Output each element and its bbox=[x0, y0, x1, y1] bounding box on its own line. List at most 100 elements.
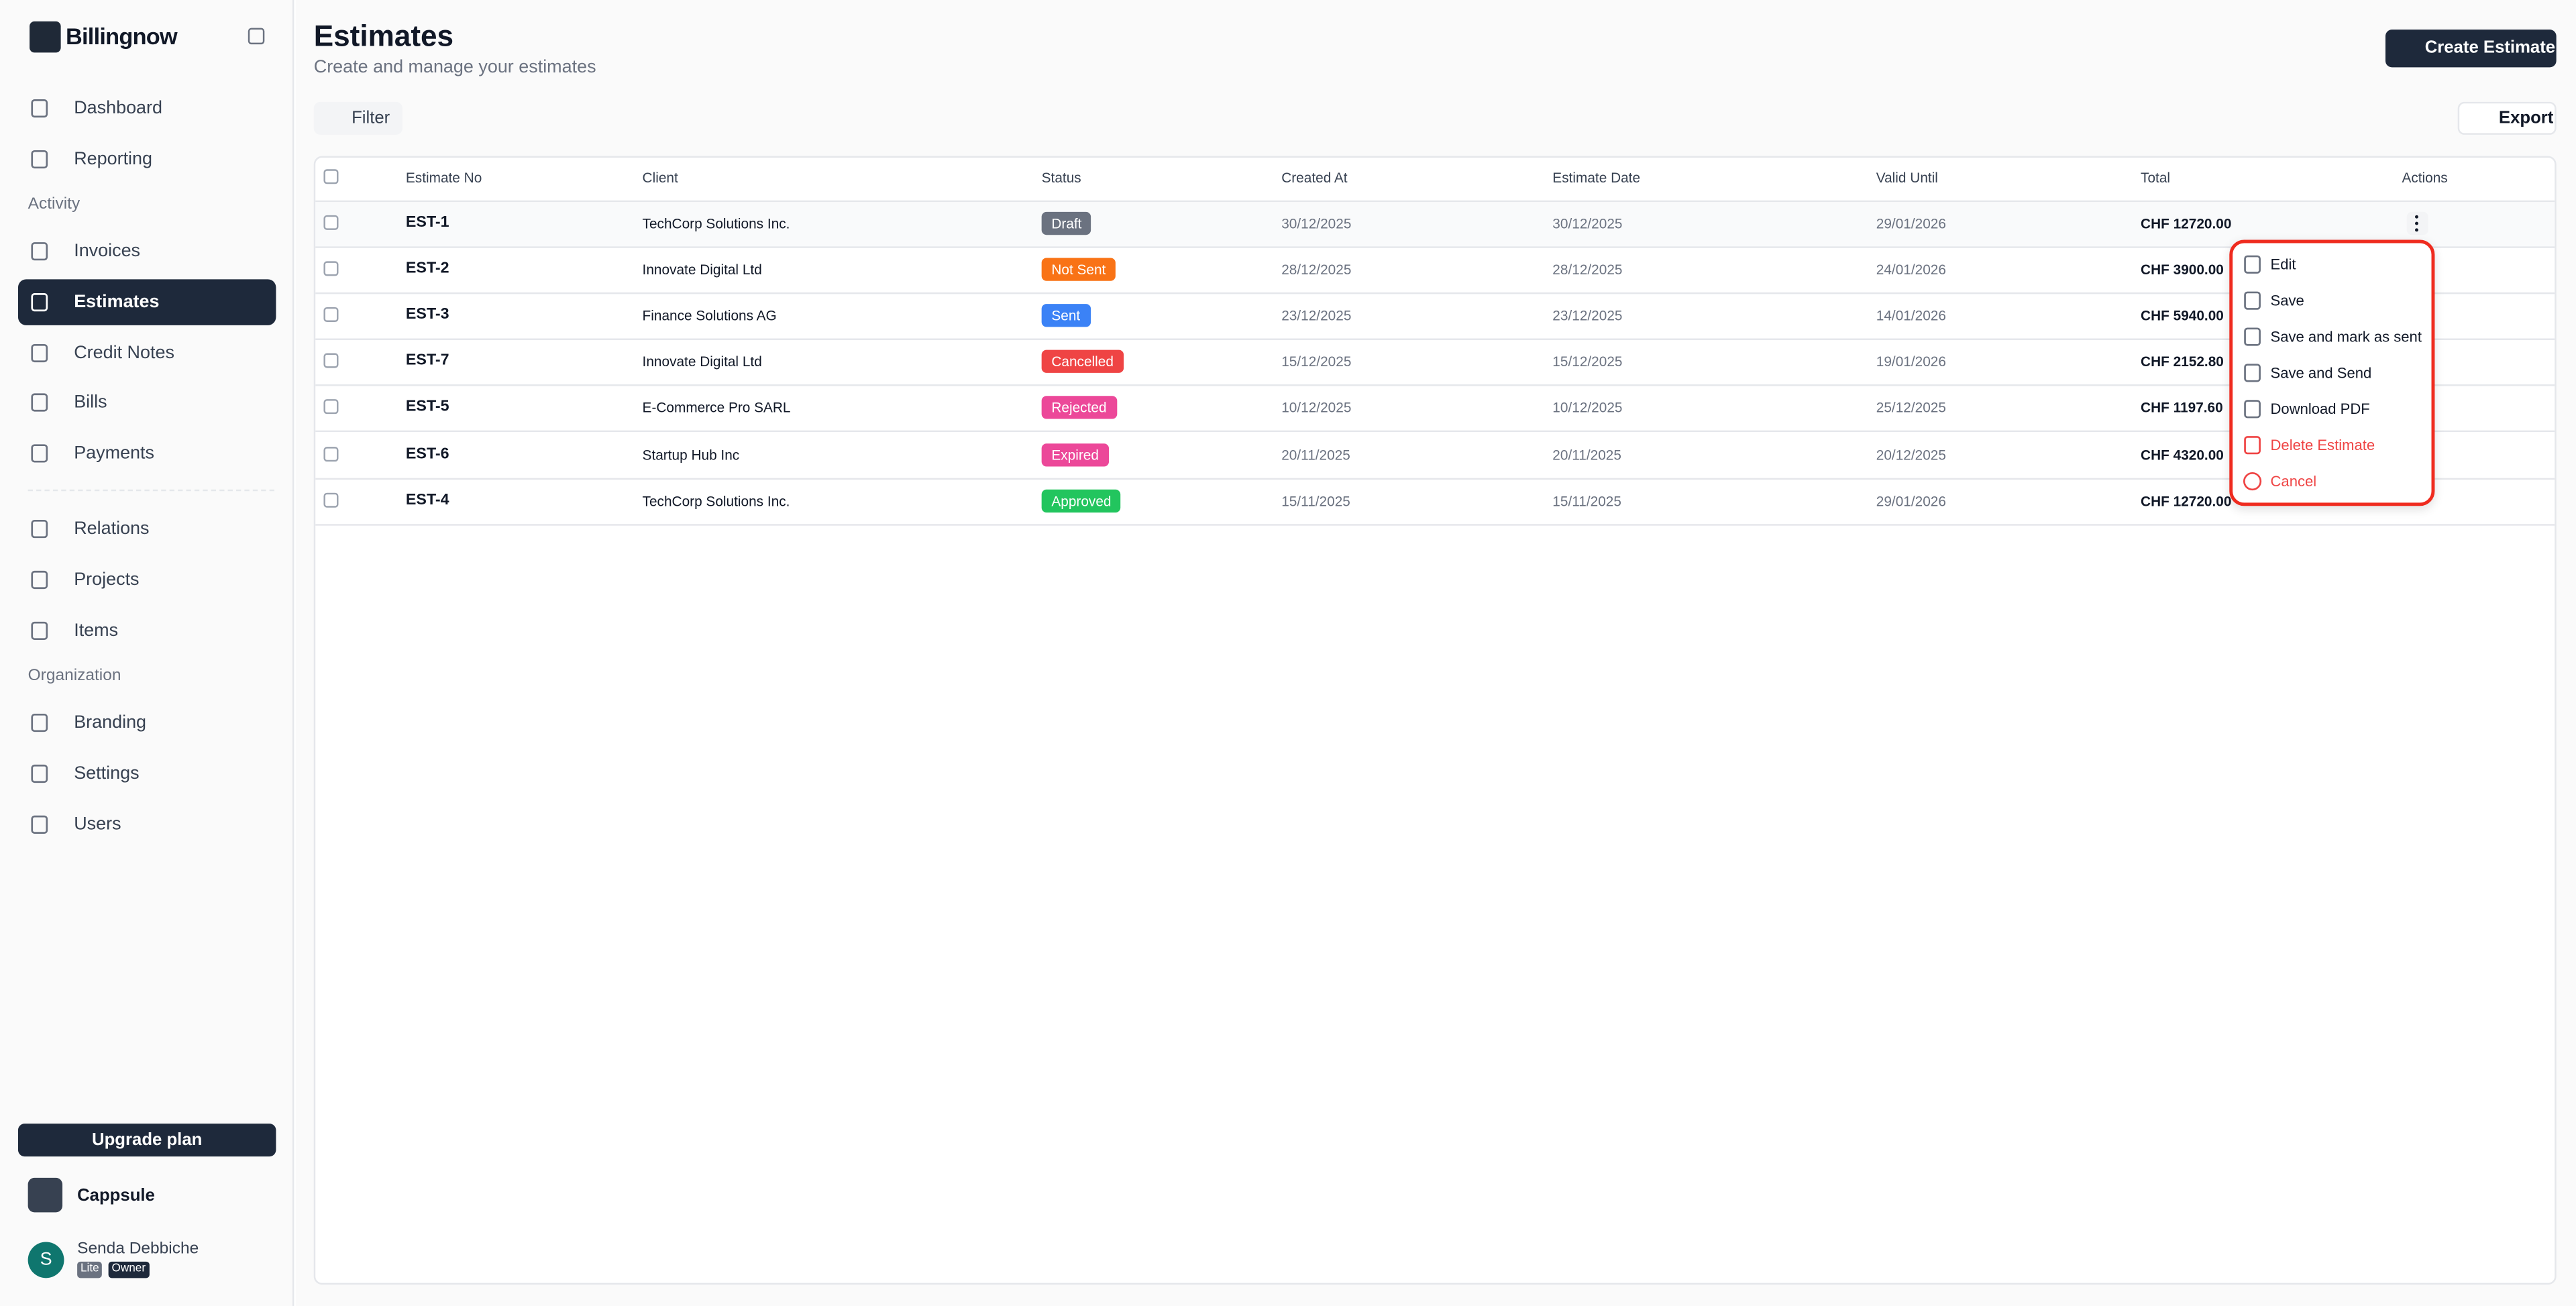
kebab-dot bbox=[2415, 215, 2418, 219]
nav-item[interactable]: Branding bbox=[74, 712, 147, 733]
menu-item[interactable]: Edit bbox=[2270, 256, 2296, 273]
status-badge: Cancelled bbox=[1041, 350, 1124, 374]
checkbox[interactable] bbox=[323, 307, 339, 323]
icon bbox=[31, 621, 48, 641]
menu-item[interactable]: Save bbox=[2270, 292, 2304, 309]
row-border bbox=[315, 292, 2555, 294]
status-badge: Rejected bbox=[1041, 396, 1117, 420]
nav-item[interactable]: Invoices bbox=[74, 241, 141, 262]
total: CHF 2152.80 bbox=[2141, 353, 2224, 370]
status-badge: Approved bbox=[1041, 488, 1122, 512]
kebab-dot bbox=[2415, 228, 2418, 232]
workspace-icon bbox=[28, 1177, 63, 1213]
menu-item[interactable]: Download PDF bbox=[2270, 401, 2370, 418]
column-header[interactable]: Estimate Date bbox=[1552, 169, 1641, 186]
nav-item[interactable]: Payments bbox=[74, 443, 155, 464]
valid-until: 24/01/2026 bbox=[1876, 261, 1946, 278]
estimate-date: 10/12/2025 bbox=[1552, 400, 1623, 417]
total: CHF 5940.00 bbox=[2141, 307, 2224, 324]
nav-item[interactable]: Relations bbox=[74, 519, 150, 539]
page-title: Estimates bbox=[313, 19, 454, 53]
kebab-dot bbox=[2415, 221, 2418, 225]
status-badge: Sent bbox=[1041, 304, 1090, 327]
nav-item[interactable]: Reporting bbox=[74, 149, 153, 170]
client: TechCorp Solutions Inc. bbox=[642, 492, 790, 509]
workspace-name[interactable]: Cappsule bbox=[77, 1186, 155, 1206]
menu-item[interactable]: Delete Estimate bbox=[2270, 437, 2375, 454]
total: CHF 12720.00 bbox=[2141, 492, 2232, 509]
created-at: 20/11/2025 bbox=[1281, 445, 1350, 463]
created-at: 15/12/2025 bbox=[1281, 353, 1352, 370]
valid-until: 14/01/2026 bbox=[1876, 307, 1946, 324]
export-button[interactable]: Export bbox=[2457, 101, 2557, 135]
icon bbox=[2244, 291, 2261, 310]
estimate-date: 28/12/2025 bbox=[1552, 261, 1623, 278]
client: TechCorp Solutions Inc. bbox=[642, 215, 790, 232]
nav-item[interactable]: Projects bbox=[74, 569, 140, 590]
icon bbox=[2243, 472, 2262, 491]
valid-until: 20/12/2025 bbox=[1876, 445, 1946, 463]
column-header[interactable]: Created At bbox=[1281, 169, 1348, 186]
nav-item[interactable]: Dashboard bbox=[74, 98, 163, 119]
checkbox[interactable] bbox=[323, 261, 339, 276]
estimate-date: 20/11/2025 bbox=[1552, 445, 1621, 463]
created-at: 28/12/2025 bbox=[1281, 261, 1352, 278]
icon bbox=[2244, 436, 2261, 455]
status-badge: Expired bbox=[1041, 443, 1109, 466]
upgrade-button[interactable]: Upgrade plan bbox=[17, 1124, 276, 1157]
page-subtitle: Create and manage your estimates bbox=[313, 57, 596, 78]
column-header[interactable]: Total bbox=[2141, 169, 2171, 186]
checkbox[interactable] bbox=[323, 215, 339, 230]
badge: Lite bbox=[77, 1261, 103, 1278]
icon bbox=[31, 150, 48, 169]
icon bbox=[31, 713, 48, 732]
icon bbox=[31, 99, 48, 118]
icon bbox=[31, 343, 48, 363]
nav-item[interactable]: Settings bbox=[74, 763, 140, 784]
nav-item[interactable]: Credit Notes bbox=[74, 343, 174, 364]
row-hover bbox=[315, 202, 2555, 247]
menu-item[interactable]: Save and mark as sent bbox=[2270, 329, 2422, 345]
column-header[interactable]: Valid Until bbox=[1876, 169, 1938, 186]
avatar: S bbox=[28, 1242, 64, 1278]
collapse-button[interactable] bbox=[248, 28, 265, 45]
table bbox=[313, 156, 2557, 1285]
estimate-date: 23/12/2025 bbox=[1552, 307, 1623, 324]
estimate-no[interactable]: EST-3 bbox=[405, 305, 449, 324]
created-at: 30/12/2025 bbox=[1281, 215, 1352, 232]
checkbox[interactable] bbox=[323, 169, 339, 184]
checkbox[interactable] bbox=[323, 492, 339, 507]
checkbox[interactable] bbox=[323, 445, 339, 461]
menu-item[interactable]: Cancel bbox=[2270, 474, 2317, 490]
estimate-no[interactable]: EST-2 bbox=[405, 260, 449, 278]
nav-item[interactable]: Estimates bbox=[74, 292, 160, 313]
estimate-no[interactable]: EST-4 bbox=[405, 490, 449, 509]
created-at: 15/11/2025 bbox=[1281, 492, 1350, 509]
filter-button[interactable]: Filter bbox=[313, 101, 403, 135]
checkbox[interactable] bbox=[323, 400, 339, 415]
row-border bbox=[315, 338, 2555, 341]
valid-until: 29/01/2026 bbox=[1876, 492, 1946, 509]
nav-item[interactable]: Bills bbox=[74, 392, 107, 413]
section-label: Organization bbox=[28, 667, 121, 686]
total: CHF 4320.00 bbox=[2141, 445, 2224, 463]
nav-item[interactable]: Items bbox=[74, 620, 119, 641]
estimate-no[interactable]: EST-5 bbox=[405, 398, 449, 417]
created-at: 23/12/2025 bbox=[1281, 307, 1352, 324]
nav-item[interactable]: Users bbox=[74, 814, 121, 835]
create-button[interactable]: Create Estimate bbox=[2385, 30, 2557, 68]
estimate-no[interactable]: EST-6 bbox=[405, 444, 449, 463]
estimate-no[interactable]: EST-1 bbox=[405, 213, 449, 232]
total: CHF 1197.60 bbox=[2141, 400, 2223, 417]
menu-item[interactable]: Save and Send bbox=[2270, 365, 2372, 382]
icon bbox=[31, 815, 48, 834]
client: Innovate Digital Ltd bbox=[642, 261, 762, 278]
logo-mark bbox=[30, 21, 61, 53]
checkbox[interactable] bbox=[323, 353, 339, 369]
user-name[interactable]: Senda Debbiche bbox=[77, 1240, 199, 1258]
row-border bbox=[315, 246, 2555, 248]
icon bbox=[31, 570, 48, 590]
estimate-no[interactable]: EST-7 bbox=[405, 351, 449, 370]
column-header[interactable]: Status bbox=[1041, 169, 1081, 186]
